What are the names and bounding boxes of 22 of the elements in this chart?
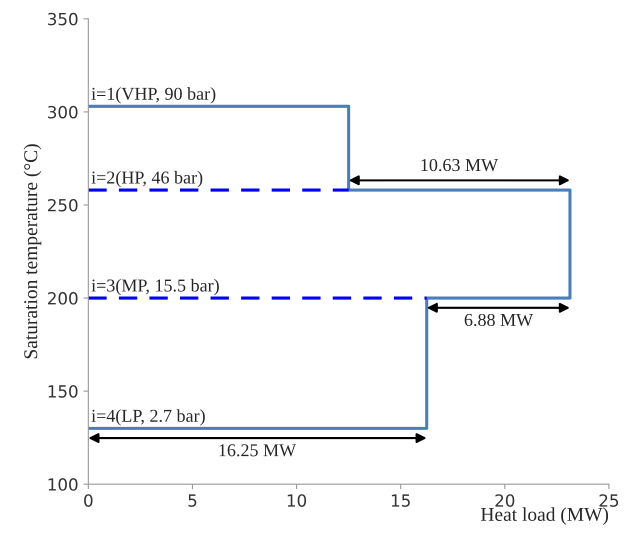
annotation: i=1(VHP, 90 bar): [91, 87, 216, 104]
y-tick-label: 100: [48, 478, 78, 491]
y-axis-title: Saturation temperature (°C): [24, 144, 42, 358]
x-tick-label: 20: [495, 494, 514, 507]
x-tick-label: 5: [188, 494, 196, 507]
annotation: i=2(HP, 46 bar): [91, 170, 202, 188]
y-tick-label: 150: [48, 385, 78, 398]
annotation: i=4(LP, 2.7 bar): [91, 409, 205, 426]
y-tick-label: 300: [48, 106, 78, 118]
annotation: 10.63 MW: [421, 158, 498, 172]
y-tick-label: 250: [48, 198, 78, 212]
x-tick-label: 0: [84, 494, 93, 507]
annotation: 16.25 MW: [219, 444, 296, 456]
x-axis-title: Heat load (MW): [480, 507, 608, 525]
x-tick-label: 10: [288, 494, 306, 507]
x-tick-label: 15: [392, 494, 410, 507]
y-tick-label: 200: [48, 292, 78, 305]
y-tick-label: 350: [48, 12, 78, 26]
annotation: i=3(MP, 15.5 bar): [91, 278, 219, 296]
x-tick-label: 25: [600, 494, 618, 507]
line-series: [88, 104, 572, 430]
annotation: 6.88 MW: [464, 314, 534, 326]
